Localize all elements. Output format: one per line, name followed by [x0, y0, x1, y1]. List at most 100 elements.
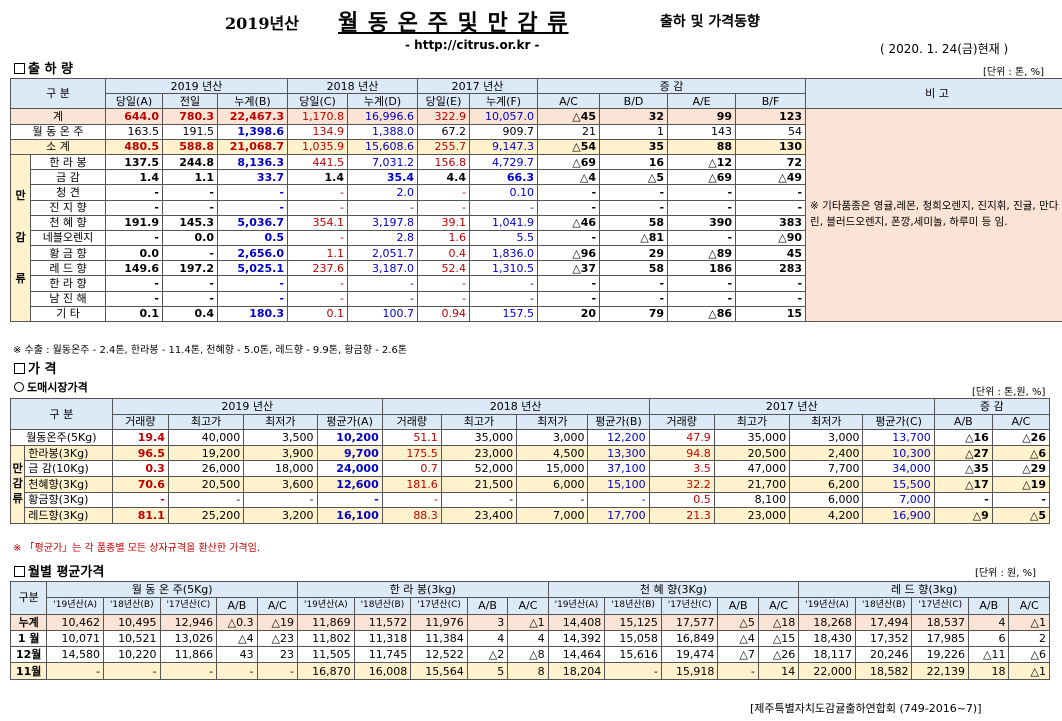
table-cell: - — [735, 290, 807, 307]
table-cell: - — [417, 184, 471, 201]
table-cell: 6,000 — [516, 475, 589, 493]
table-cell: 67.2 — [417, 123, 471, 140]
table-cell: 1.4 — [105, 169, 163, 186]
table-cell: 644.0 — [105, 108, 163, 125]
table-row: 누계 10,462 10,495 12,946 △0.3 △19 11,869 11,572 1… — [9, 613, 1050, 631]
table-cell: △5 — [717, 613, 759, 631]
table-cell: 14 — [757, 662, 800, 680]
table-cell: 16,100 — [316, 507, 383, 524]
table-cell: 130 — [735, 138, 807, 155]
table-cell: 100.7 — [346, 305, 419, 323]
table-cell: 35 — [599, 138, 669, 155]
table-cell: 79 — [599, 305, 669, 323]
sub-header: 평균가(C) — [862, 413, 935, 431]
table-cell: 15,100 — [587, 475, 650, 493]
h-group-hallabong: 한 라 봉(3kg) — [297, 580, 549, 599]
table-cell: - — [256, 662, 299, 680]
table-cell: 1.1 — [162, 169, 218, 186]
table-cell: 1 — [599, 123, 669, 140]
table-cell: - — [417, 275, 471, 292]
table-cell: 2,051.7 — [346, 245, 419, 262]
group-char: 류 — [15, 272, 26, 286]
table-cell: - — [991, 491, 1051, 509]
table-cell: - — [287, 229, 348, 247]
table-cell: △96 — [537, 245, 601, 262]
row-label: 레 드 향 — [30, 260, 106, 277]
table-cell: 1,170.8 — [287, 108, 348, 125]
table-cell: 1,836.0 — [469, 245, 539, 262]
table-cell: 33.7 — [217, 169, 288, 186]
table-cell: △86 — [667, 305, 737, 323]
table-cell: 32 — [599, 108, 669, 125]
table-cell: 8,100 — [713, 491, 791, 509]
table-cell: - — [243, 491, 318, 509]
table-cell: 0.94 — [417, 305, 471, 323]
price-note: ※ 「평균가」는 각 품종별 모든 상자규격을 환산한 가격임. — [13, 543, 261, 554]
table-cell: - — [346, 275, 419, 292]
table-cell: 16,900 — [862, 507, 935, 524]
checkbox-icon — [14, 363, 25, 374]
row-label: 12월 — [9, 646, 48, 664]
sub-header: A/C — [991, 413, 1051, 431]
table-cell: △90 — [735, 229, 807, 247]
row-label: 청 견 — [30, 184, 106, 201]
table-cell: 25,200 — [167, 507, 245, 524]
table-cell: 23,400 — [440, 507, 518, 524]
row-label: 천 혜 향 — [30, 214, 106, 231]
table-cell: - — [346, 290, 419, 307]
table-cell: - — [933, 491, 993, 509]
table-cell: - — [105, 275, 163, 292]
group-char: 만 — [15, 188, 26, 202]
table-cell: - — [599, 184, 669, 201]
table-cell: - — [105, 229, 163, 247]
table-cell: 3.5 — [648, 460, 715, 477]
table-cell: - — [717, 662, 759, 680]
table-cell: - — [469, 199, 539, 216]
table-cell: - — [537, 229, 601, 247]
table-cell: △45 — [537, 108, 601, 125]
table-cell: - — [604, 662, 662, 680]
table-cell: - — [162, 199, 218, 216]
table-cell: △7 — [717, 646, 759, 664]
table-cell: 45 — [735, 245, 807, 262]
table-cell: - — [381, 491, 442, 509]
table-cell: 11,976 — [410, 613, 468, 631]
section-shipment-title: 출 하 량 — [14, 58, 73, 77]
table-cell: 19,200 — [167, 444, 245, 462]
table-cell: - — [667, 229, 737, 247]
table-cell: - — [667, 275, 737, 292]
table-cell: 14,464 — [547, 646, 606, 664]
table-cell: △15 — [757, 629, 800, 648]
site-url[interactable]: - http://citrus.or.kr - — [405, 38, 540, 52]
table-cell: 16,870 — [297, 662, 355, 680]
sub-header: A/C — [1008, 597, 1050, 615]
table-row: 소 계 480.5 588.8 21,068.7 1,035.9 15,608.6 255.… — [10, 138, 1062, 155]
table-cell: - — [599, 290, 669, 307]
table-cell: 15 — [735, 305, 807, 323]
table-cell: 14,580 — [46, 646, 104, 664]
table-cell: 22,000 — [798, 662, 856, 680]
table-cell: - — [102, 662, 161, 680]
remark-text: ※ 기타품종은 영귤,레몬, 청희오렌지, 진지휘, 진귤, 만다린, 블러드오… — [810, 200, 1059, 229]
sub-header: A/B — [216, 597, 258, 615]
table-cell: - — [167, 491, 245, 509]
h-group-cheonhye: 천 혜 향(3Kg) — [547, 580, 800, 599]
table-cell: - — [216, 662, 258, 680]
table-cell: 0.1 — [287, 305, 348, 323]
table-cell: - — [105, 290, 163, 307]
table-cell: 11,318 — [353, 629, 412, 648]
table-cell: 0.0 — [105, 245, 163, 262]
h-y17: 2017 년산 — [417, 77, 539, 95]
table-cell: - — [599, 275, 669, 292]
group-char: 만 — [12, 462, 23, 475]
h-inc: 증 감 — [933, 398, 1051, 415]
group-char: 감 — [15, 230, 26, 244]
table-cell: 19.4 — [111, 429, 169, 446]
monthly-table: 구분 월 동 온 주(5Kg) 한 라 봉(3kg) 천 혜 향(3Kg) 레 … — [9, 580, 1050, 680]
table-cell: 1,041.9 — [469, 214, 539, 231]
table-cell: 3,187.0 — [346, 260, 419, 277]
row-label: 한 라 봉 — [30, 153, 106, 171]
table-cell: 2,656.0 — [217, 245, 288, 262]
table-cell: 35,000 — [440, 429, 518, 446]
table-cell: - — [217, 275, 288, 292]
